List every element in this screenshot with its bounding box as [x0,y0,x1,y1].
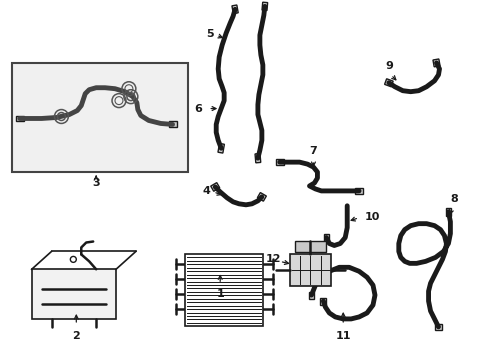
Text: 9: 9 [384,61,392,71]
Bar [262,2,267,10]
Bar [12,63,188,172]
Text: 4: 4 [202,186,210,196]
Bar [432,59,439,67]
Text: 11: 11 [335,331,350,341]
Bar [445,208,450,216]
Bar [308,292,314,298]
Bar [320,298,325,305]
Text: 5: 5 [206,29,214,39]
Polygon shape [32,269,116,319]
Text: 2: 2 [72,331,80,341]
Text: 12: 12 [265,255,281,264]
Text: 1: 1 [216,289,224,299]
Text: 6: 6 [194,104,202,113]
Text: 8: 8 [449,194,457,204]
Bar [294,240,325,252]
Bar [275,159,283,165]
Bar [185,255,263,326]
Bar [231,5,238,14]
Text: 7: 7 [309,146,317,156]
Bar [255,153,260,163]
Bar [434,324,441,330]
Bar [218,143,224,153]
Bar [210,183,219,191]
Bar [354,188,362,194]
Bar [16,116,24,121]
Bar [168,121,176,127]
Bar [257,193,266,201]
Bar [289,255,331,286]
Bar [323,234,328,241]
Text: 10: 10 [365,212,380,222]
Bar [384,79,392,87]
Text: 3: 3 [92,178,100,188]
